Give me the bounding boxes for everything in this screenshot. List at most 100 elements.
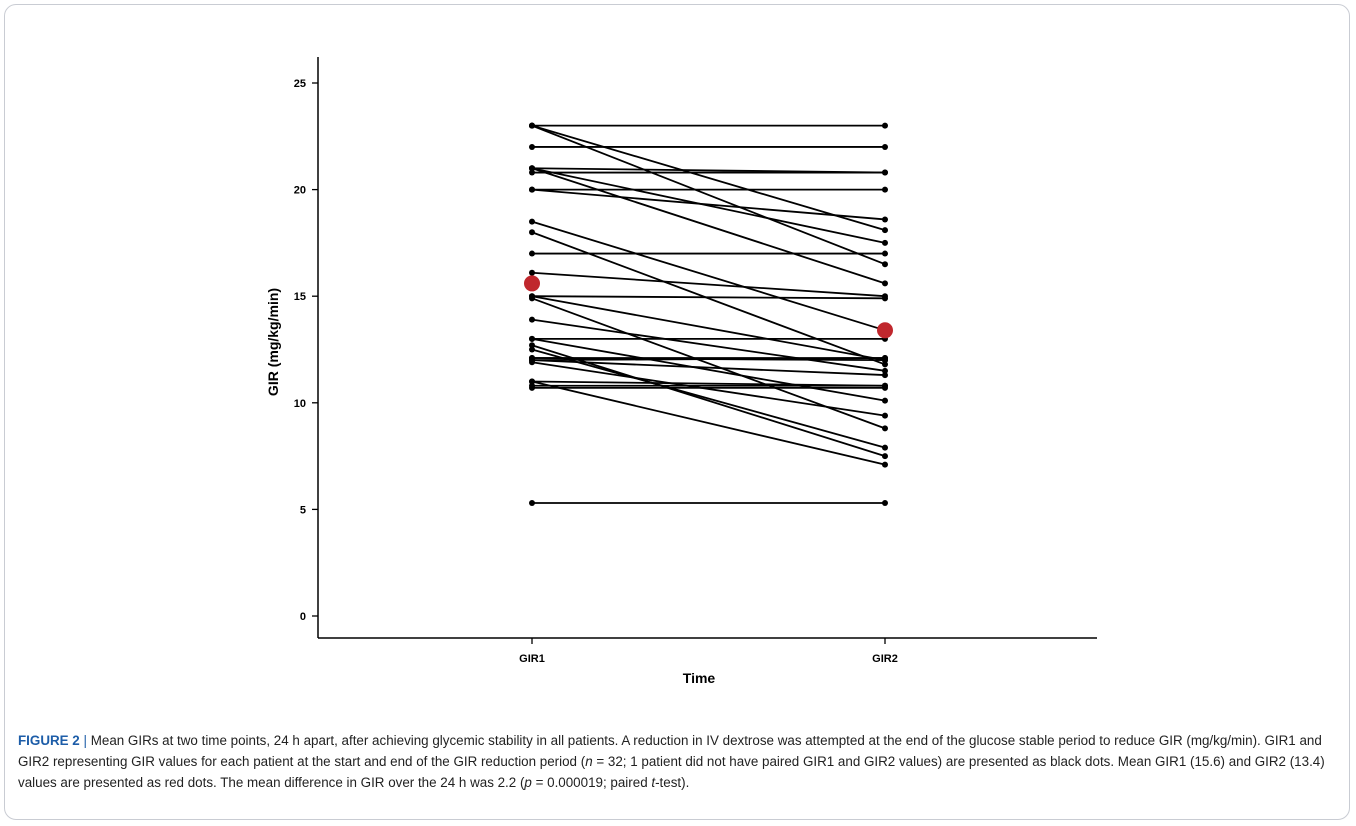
y-tick-label: 15	[294, 291, 306, 303]
patient-point	[529, 316, 535, 323]
caption-p-symbol: p	[524, 775, 532, 790]
patient-point	[529, 295, 535, 302]
patient-line	[531, 124, 886, 231]
patient-series	[529, 342, 888, 460]
patient-point	[882, 216, 888, 223]
x-tick-label: GIR2	[872, 653, 898, 665]
patient-point	[882, 425, 888, 432]
patient-point	[882, 453, 888, 460]
patient-point	[882, 295, 888, 302]
x-tick-label: GIR1	[519, 653, 545, 665]
patient-point	[529, 500, 535, 507]
patient-line	[531, 348, 886, 449]
patient-line	[531, 361, 886, 417]
caption-t-symbol: t	[651, 775, 656, 790]
patient-point	[882, 186, 888, 193]
patient-series	[529, 316, 888, 374]
patient-line	[531, 295, 886, 362]
patient-point	[529, 335, 535, 342]
patient-point	[882, 122, 888, 129]
patient-line	[531, 167, 886, 244]
patient-point	[529, 269, 535, 276]
patient-series	[529, 378, 888, 468]
patient-point	[882, 461, 888, 468]
patient-line	[531, 167, 886, 285]
patient-series	[529, 269, 888, 300]
patient-point	[529, 229, 535, 236]
patient-series	[529, 165, 888, 176]
caption-label: FIGURE 2	[18, 733, 80, 748]
patient-point	[882, 397, 888, 404]
patient-point	[882, 227, 888, 234]
patient-point	[529, 346, 535, 353]
y-axis-ticks: 0 5 10 15 20 25	[294, 78, 318, 623]
patient-point	[882, 143, 888, 150]
caption-text-2: = 32; 1 patient did not have paired GIR1…	[18, 754, 1325, 790]
patient-point	[529, 384, 535, 391]
patient-point	[882, 412, 888, 419]
patient-line	[531, 295, 886, 300]
patient-line	[531, 318, 886, 372]
patient-point	[529, 250, 535, 257]
caption-text-4: -test).	[655, 775, 690, 790]
caption-separator: |	[83, 733, 87, 748]
patient-point	[882, 250, 888, 257]
patient-point	[882, 372, 888, 379]
patient-series	[529, 143, 888, 150]
patient-series	[529, 186, 888, 223]
patient-line	[531, 380, 886, 466]
y-tick-label: 5	[300, 504, 306, 516]
patient-line	[531, 359, 886, 376]
patient-point	[529, 378, 535, 385]
y-tick-label: 25	[294, 78, 306, 90]
caption-n-symbol: n	[585, 754, 593, 769]
plot-area	[524, 122, 893, 507]
patient-series	[529, 165, 888, 287]
patient-point	[882, 355, 888, 362]
patient-series	[529, 186, 888, 193]
patient-series	[529, 335, 888, 342]
patient-point	[882, 261, 888, 268]
patient-series	[529, 346, 888, 451]
patient-point	[529, 186, 535, 193]
patient-line	[531, 344, 886, 457]
patient-series	[529, 169, 888, 176]
figure-caption: FIGURE 2 | Mean GIRs at two time points,…	[18, 730, 1336, 793]
patient-point	[882, 500, 888, 507]
patient-series	[529, 500, 888, 507]
patient-series	[529, 250, 888, 257]
x-axis-title: Time	[683, 670, 716, 686]
patient-line	[531, 220, 886, 332]
patient-point	[529, 342, 535, 349]
patient-series	[529, 122, 888, 268]
patient-point	[529, 122, 535, 129]
patient-series	[529, 293, 888, 302]
patient-line	[531, 124, 886, 266]
patient-point	[529, 218, 535, 225]
chart: 0 5 10 15 20 25 GIR1 GIR2 Time GIR (mg/kg/min)	[265, 57, 1097, 686]
y-axis-title: GIR (mg/kg/min)	[265, 288, 281, 396]
patient-series	[529, 335, 888, 404]
mean-point	[877, 322, 893, 339]
mean-point	[524, 275, 540, 292]
patient-point	[529, 169, 535, 176]
y-tick-label: 10	[294, 398, 306, 410]
patient-line	[531, 188, 886, 221]
patient-point	[882, 384, 888, 391]
caption-text-1: Mean GIRs at two time points, 24 h apart…	[18, 733, 1322, 769]
patient-series	[529, 293, 888, 364]
patient-point	[529, 359, 535, 366]
patient-line	[531, 271, 886, 298]
y-tick-label: 0	[300, 611, 306, 623]
caption-text-3: = 0.000019; paired	[531, 775, 652, 790]
x-axis-ticks: GIR1 GIR2	[519, 638, 898, 665]
patient-point	[882, 444, 888, 451]
patient-series	[529, 122, 888, 129]
patient-point	[882, 361, 888, 368]
patient-line	[531, 357, 886, 362]
patient-series	[529, 359, 888, 419]
y-tick-label: 20	[294, 185, 306, 197]
patient-point	[882, 280, 888, 287]
patient-line	[531, 337, 886, 402]
patient-point	[882, 239, 888, 246]
